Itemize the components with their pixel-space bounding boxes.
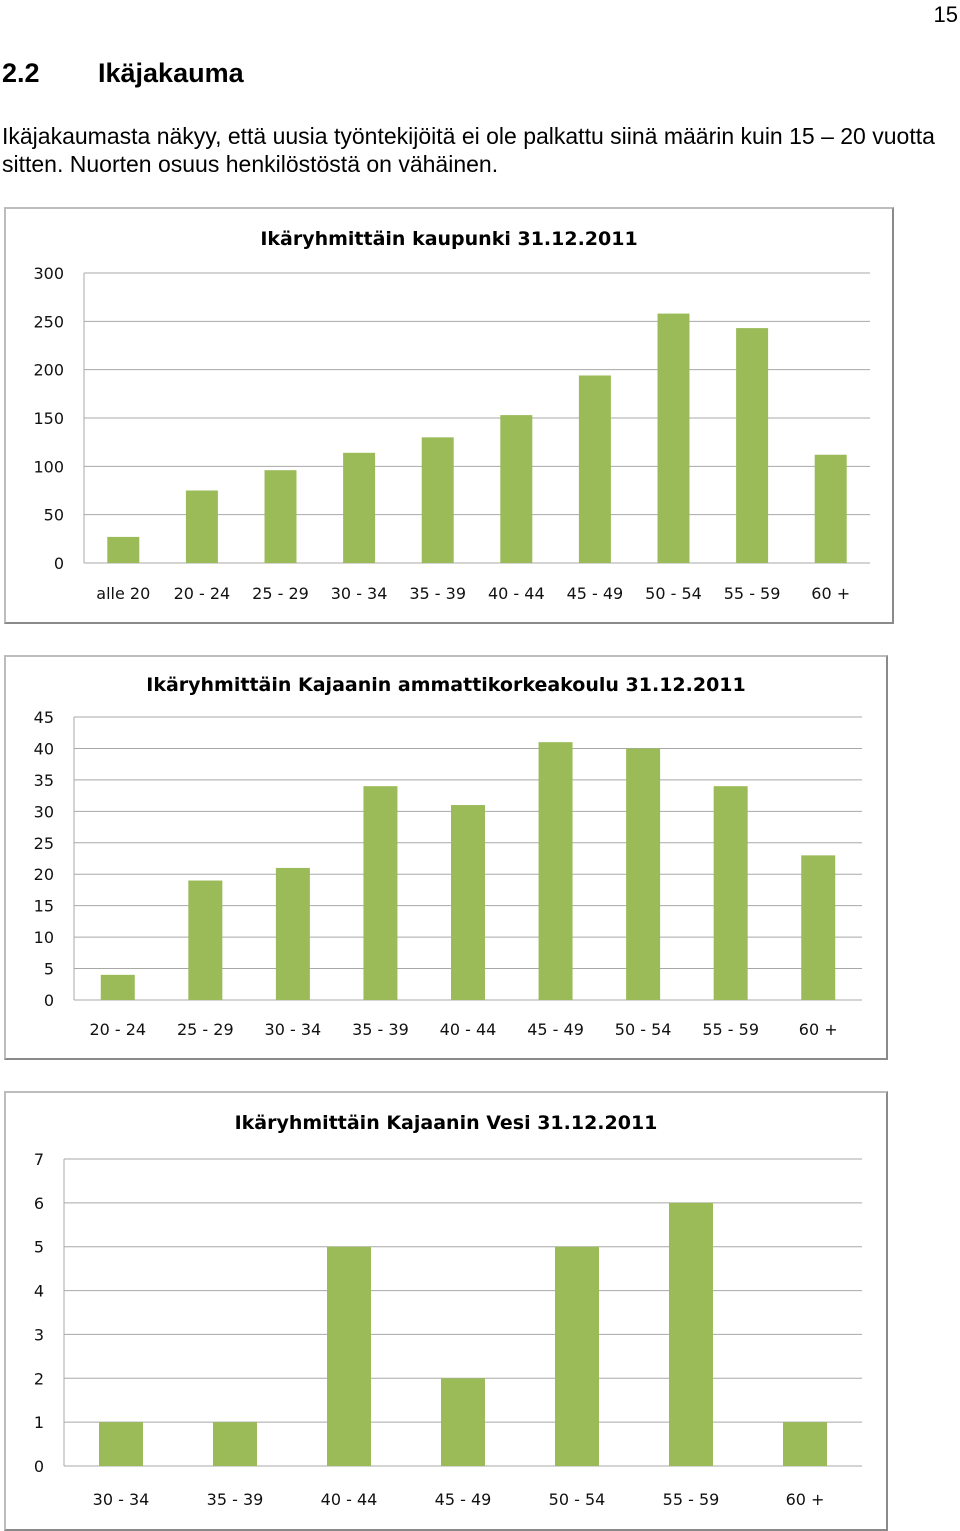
x-tick-label: 40 - 44 xyxy=(440,1020,497,1039)
y-tick-label: 6 xyxy=(34,1194,44,1213)
x-tick-label: 50 - 54 xyxy=(645,584,702,603)
y-tick-label: 40 xyxy=(34,739,54,758)
y-tick-label: 10 xyxy=(34,928,54,947)
x-tick-label: 25 - 29 xyxy=(177,1020,234,1039)
bar-kamk-6 xyxy=(626,748,661,1000)
bar-vesi-4 xyxy=(555,1246,599,1466)
chart-city-svg: Ikäryhmittäin kaupunki 31.12.2011 0 50 100 1… xyxy=(33,228,870,603)
bar-kamk-5 xyxy=(538,742,573,1000)
bar-vesi-3 xyxy=(441,1378,485,1466)
bar-vesi-0 xyxy=(99,1422,143,1466)
x-tick-label: 35 - 39 xyxy=(352,1020,409,1039)
x-tick-label: 50 - 54 xyxy=(615,1020,672,1039)
bar-kamk-8 xyxy=(801,855,836,1000)
bar-kamk-4 xyxy=(451,805,485,1000)
y-tick-label: 1 xyxy=(34,1413,44,1432)
x-tick-label: 40 - 44 xyxy=(488,584,545,603)
x-tick-label: 45 - 49 xyxy=(527,1020,584,1039)
y-tick-label: 5 xyxy=(34,1238,44,1257)
chart-kamk-svg: Ikäryhmittäin Kajaanin ammattikorkeakoul… xyxy=(34,674,862,1039)
x-tick-label: alle 20 xyxy=(96,584,150,603)
chart-city-age-groups: Ikäryhmittäin kaupunki 31.12.2011 0 50 100 1… xyxy=(4,207,894,624)
y-tick-label: 3 xyxy=(34,1325,44,1344)
x-tick-label: 30 - 34 xyxy=(93,1490,150,1509)
y-tick-label: 20 xyxy=(34,865,54,884)
y-tick-label: 0 xyxy=(54,554,64,573)
bar-city-7 xyxy=(657,313,690,563)
y-tick-label: 0 xyxy=(34,1457,44,1476)
bar-vesi-6 xyxy=(783,1422,827,1466)
section-heading: 2.2 Ikäjakauma xyxy=(2,58,244,89)
section-number: 2.2 xyxy=(2,58,40,88)
x-tick-label: 60 + xyxy=(786,1490,825,1509)
bar-city-8 xyxy=(736,328,769,563)
x-tick-label: 20 - 24 xyxy=(89,1020,146,1039)
x-tick-label: 40 - 44 xyxy=(321,1490,378,1509)
y-tick-label: 0 xyxy=(44,991,54,1010)
x-tick-label: 55 - 59 xyxy=(663,1490,720,1509)
x-tick-label: 60 + xyxy=(811,584,850,603)
y-tick-label: 4 xyxy=(34,1282,44,1301)
y-tick-label: 45 xyxy=(34,708,54,727)
x-tick-label: 35 - 39 xyxy=(207,1490,264,1509)
bar-kamk-7 xyxy=(713,786,748,1000)
y-tick-label: 100 xyxy=(33,457,64,476)
body-paragraph: Ikäjakaumasta näkyy, että uusia työnteki… xyxy=(2,123,935,177)
chart-kamk-age-groups: Ikäryhmittäin Kajaanin ammattikorkeakoul… xyxy=(4,655,888,1060)
bar-city-5 xyxy=(500,415,533,563)
bar-vesi-2 xyxy=(327,1246,371,1466)
x-tick-label: 20 - 24 xyxy=(174,584,231,603)
bar-vesi-1 xyxy=(213,1422,257,1466)
x-tick-label: 35 - 39 xyxy=(409,584,466,603)
section-title: Ikäjakauma xyxy=(98,58,244,88)
bar-city-2 xyxy=(264,470,297,563)
x-tick-label: 30 - 34 xyxy=(331,584,388,603)
bar-city-1 xyxy=(185,490,218,563)
x-tick-label: 50 - 54 xyxy=(549,1490,606,1509)
x-tick-label: 25 - 29 xyxy=(252,584,309,603)
y-tick-label: 50 xyxy=(44,506,64,525)
x-tick-label: 55 - 59 xyxy=(702,1020,759,1039)
bar-kamk-1 xyxy=(188,880,223,1000)
page-number: 15 xyxy=(933,2,958,27)
y-tick-label: 15 xyxy=(34,897,54,916)
y-tick-label: 5 xyxy=(44,960,54,979)
chart-title: Ikäryhmittäin kaupunki 31.12.2011 xyxy=(260,228,637,250)
y-tick-label: 35 xyxy=(34,771,54,790)
x-tick-label: 45 - 49 xyxy=(435,1490,492,1509)
bar-city-4 xyxy=(421,437,454,563)
bar-kamk-3 xyxy=(363,786,398,1000)
y-tick-label: 30 xyxy=(34,802,54,821)
y-tick-label: 7 xyxy=(34,1150,44,1169)
bar-kamk-0 xyxy=(100,974,135,1000)
bar-city-3 xyxy=(343,452,376,563)
x-tick-label: 55 - 59 xyxy=(724,584,781,603)
bar-city-6 xyxy=(578,375,611,563)
y-tick-label: 200 xyxy=(33,361,64,380)
bar-city-9 xyxy=(814,454,847,563)
y-tick-label: 250 xyxy=(33,312,64,331)
bar-vesi-5 xyxy=(669,1202,713,1466)
x-tick-label: 45 - 49 xyxy=(567,584,624,603)
chart-title: Ikäryhmittäin Kajaanin Vesi 31.12.2011 xyxy=(235,1112,658,1134)
y-tick-label: 300 xyxy=(33,264,64,283)
y-tick-label: 150 xyxy=(33,409,64,428)
y-tick-label: 2 xyxy=(34,1369,44,1388)
bar-kamk-2 xyxy=(275,867,310,1000)
bar-city-0 xyxy=(107,536,140,563)
chart-title: Ikäryhmittäin Kajaanin ammattikorkeakoul… xyxy=(146,674,746,696)
x-tick-label: 60 + xyxy=(799,1020,838,1039)
chart-vesi-svg: Ikäryhmittäin Kajaanin Vesi 31.12.2011 0 1… xyxy=(34,1112,862,1509)
x-tick-label: 30 - 34 xyxy=(265,1020,322,1039)
chart-vesi-age-groups: Ikäryhmittäin Kajaanin Vesi 31.12.2011 0 1… xyxy=(4,1091,888,1531)
y-tick-label: 25 xyxy=(34,834,54,853)
